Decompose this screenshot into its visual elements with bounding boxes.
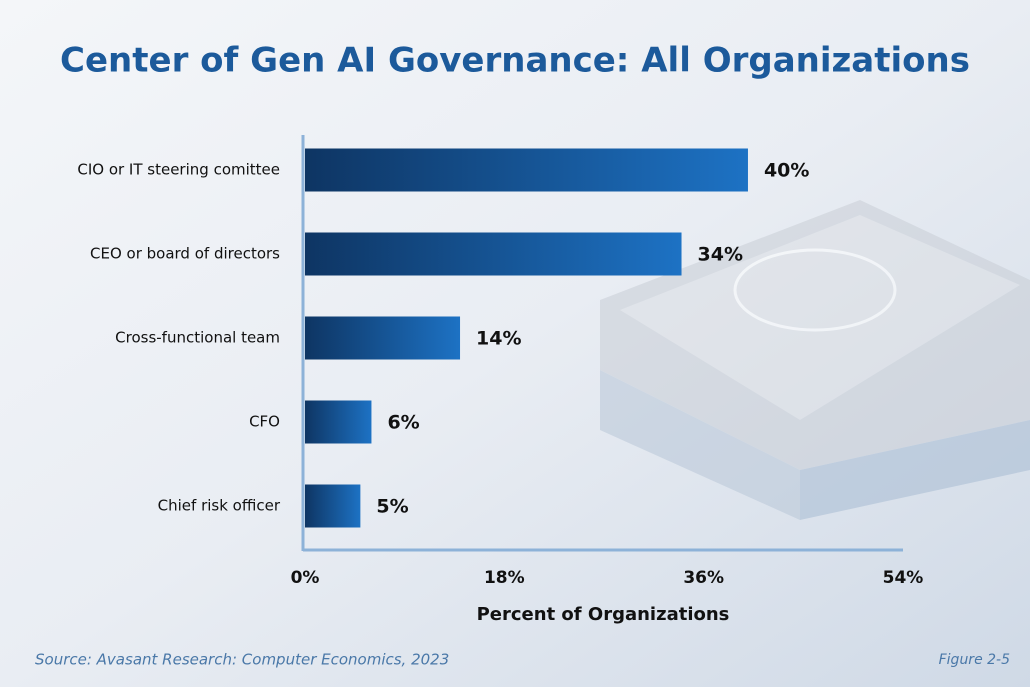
figure-number: Figure 2-5 <box>939 652 1010 668</box>
x-tick-label: 54% <box>883 568 924 588</box>
x-tick-label: 0% <box>291 568 320 588</box>
chart-title: Center of Gen AI Governance: All Organiz… <box>60 41 970 81</box>
value-label: 40% <box>764 160 809 182</box>
bar <box>305 316 461 360</box>
value-label: 34% <box>698 244 743 266</box>
x-axis-title: Percent of Organizations <box>477 604 730 625</box>
x-tick-label: 36% <box>683 568 724 588</box>
value-label: 5% <box>376 496 408 518</box>
y-tick-label: Chief risk officer <box>158 497 281 515</box>
value-label: 14% <box>476 328 521 350</box>
chip-illustration <box>600 200 1030 520</box>
value-label: 6% <box>387 412 419 434</box>
y-tick-label: Cross-functional team <box>115 329 280 347</box>
bar <box>305 148 748 192</box>
bar <box>305 400 372 444</box>
source-note: Source: Avasant Research: Computer Econo… <box>35 651 449 669</box>
y-tick-label: CIO or IT steering comittee <box>77 161 280 179</box>
bar <box>305 232 682 276</box>
y-tick-label: CEO or board of directors <box>90 245 280 263</box>
y-tick-label: CFO <box>249 413 280 431</box>
bar <box>305 484 361 528</box>
x-tick-label: 18% <box>484 568 525 588</box>
